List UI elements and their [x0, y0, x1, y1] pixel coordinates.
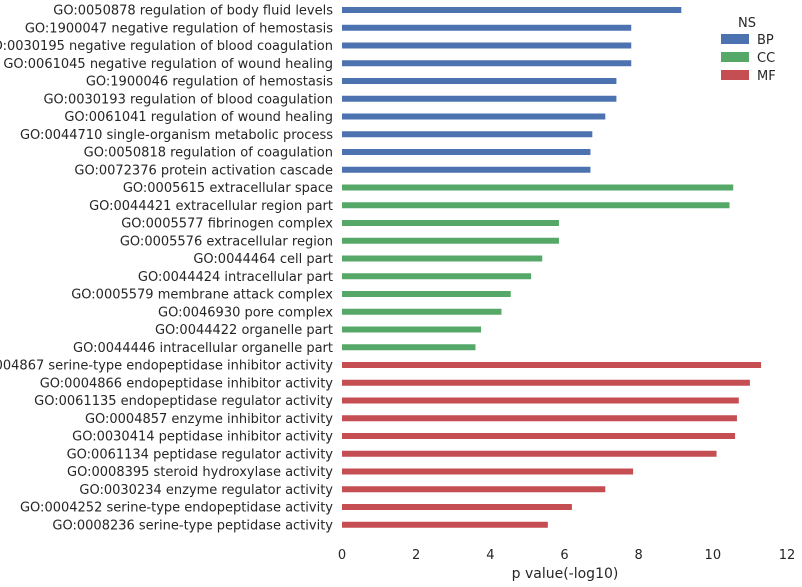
bar-bp: [342, 131, 593, 138]
bar-mf: [342, 397, 739, 404]
bar-bp: [342, 113, 606, 120]
legend-swatch-cc: [721, 52, 749, 62]
bar-mf: [342, 362, 762, 368]
x-tick-label: 0: [338, 548, 346, 563]
bar-mf: [342, 379, 750, 386]
bar-bp: [342, 7, 682, 13]
y-tick-label: GO:0044464 cell part: [193, 252, 333, 267]
legend-label-mf: MF: [757, 69, 776, 84]
bar-cc: [342, 220, 559, 226]
y-tick-label: GO:0030414 peptidase inhibitor activity: [72, 430, 333, 445]
bar-cc: [342, 291, 511, 297]
y-tick-label: GO:0046930 pore complex: [158, 305, 333, 320]
y-tick-label: GO:0044421 extracellular region part: [89, 199, 333, 214]
bar-bp: [342, 166, 591, 173]
bar-cc: [342, 344, 476, 351]
bar-bp: [342, 95, 617, 102]
y-tick-label: GO:0005615 extracellular space: [123, 181, 333, 196]
y-tick-label: GO:0044710 single-organism metabolic pro…: [20, 128, 333, 143]
bar-bp: [342, 60, 632, 67]
y-tick-label: GO:1900046 regulation of hemostasis: [86, 75, 333, 90]
x-tick-label: 10: [705, 548, 722, 563]
bar-mf: [342, 486, 606, 493]
x-axis-ticks: 0 2 4 6 8 10 12: [338, 548, 795, 563]
y-tick-label: GO:0005576 extracellular region: [120, 234, 333, 249]
y-tick-label: GO:0061135 endopeptidase regulator activ…: [34, 394, 333, 409]
bar-cc: [342, 308, 502, 315]
bar-bp: [342, 78, 617, 84]
y-axis-labels: GO:0050878 regulation of body fluid leve…: [0, 4, 333, 534]
bar-bp: [342, 24, 632, 31]
x-tick-label: 4: [486, 548, 494, 563]
y-tick-label: GO:0072376 protein activation cascade: [74, 163, 333, 178]
legend-title: NS: [738, 16, 756, 31]
y-tick-label: GO:0004866 endopeptidase inhibitor activ…: [40, 376, 334, 391]
bar-cc: [342, 202, 730, 209]
legend: NS BP CC MF: [721, 16, 776, 84]
bar-bp: [342, 42, 632, 49]
y-tick-label: GO:0030193 regulation of blood coagulati…: [43, 92, 333, 107]
y-tick-label: GO:0061134 peptidase regulator activity: [67, 447, 334, 462]
bar-mf: [342, 468, 634, 475]
y-tick-label: GO:0044424 intracellular part: [138, 270, 333, 285]
x-axis-title: p value(-log10): [512, 566, 619, 582]
bars-layer: [342, 7, 762, 528]
x-tick-label: 8: [635, 548, 643, 563]
legend-swatch-bp: [721, 34, 749, 44]
bar-cc: [342, 326, 482, 333]
bar-cc: [342, 255, 543, 262]
y-tick-label: GO:0030234 enzyme regulator activity: [79, 483, 333, 498]
x-tick-label: 12: [779, 548, 796, 563]
x-tick-label: 6: [560, 548, 568, 563]
y-tick-label: GO:0044422 organelle part: [155, 323, 333, 338]
x-tick-label: 2: [412, 548, 420, 563]
legend-swatch-mf: [721, 70, 749, 80]
bar-mf: [342, 450, 717, 457]
bar-mf: [342, 504, 572, 510]
y-tick-label: GO:0005579 membrane attack complex: [71, 288, 333, 303]
y-tick-label: GO:0008236 serine-type peptidase activit…: [52, 518, 333, 533]
bar-mf: [342, 521, 548, 528]
y-tick-label: GO:0044446 intracellular organelle part: [73, 341, 333, 356]
y-tick-label: GO:0030195 negative regulation of blood …: [0, 39, 333, 54]
bar-cc: [342, 184, 734, 191]
bar-bp: [342, 149, 591, 155]
y-tick-label: GO:0004867 serine-type endopeptidase inh…: [0, 359, 333, 374]
y-tick-label: GO:0008395 steroid hydroxylase activity: [67, 465, 333, 480]
bar-cc: [342, 237, 559, 244]
y-tick-label: GO:1900047 negative regulation of hemost…: [25, 21, 333, 36]
y-tick-label: GO:0050818 regulation of coagulation: [84, 146, 333, 161]
bar-cc: [342, 273, 532, 280]
y-tick-label: GO:0050878 regulation of body fluid leve…: [53, 4, 333, 19]
y-tick-label: GO:0005577 fibrinogen complex: [121, 217, 333, 232]
y-tick-label: GO:0061041 regulation of wound healing: [64, 110, 333, 125]
legend-label-bp: BP: [757, 33, 774, 48]
y-tick-label: GO:0004857 enzyme inhibitor activity: [85, 412, 333, 427]
bar-mf: [342, 433, 736, 439]
bar-mf: [342, 415, 737, 422]
legend-entries: BP CC MF: [721, 33, 776, 84]
y-tick-label: GO:0004252 serine-type endopeptidase act…: [20, 501, 333, 516]
y-tick-label: GO:0061045 negative regulation of wound …: [3, 57, 333, 72]
legend-label-cc: CC: [757, 51, 775, 66]
